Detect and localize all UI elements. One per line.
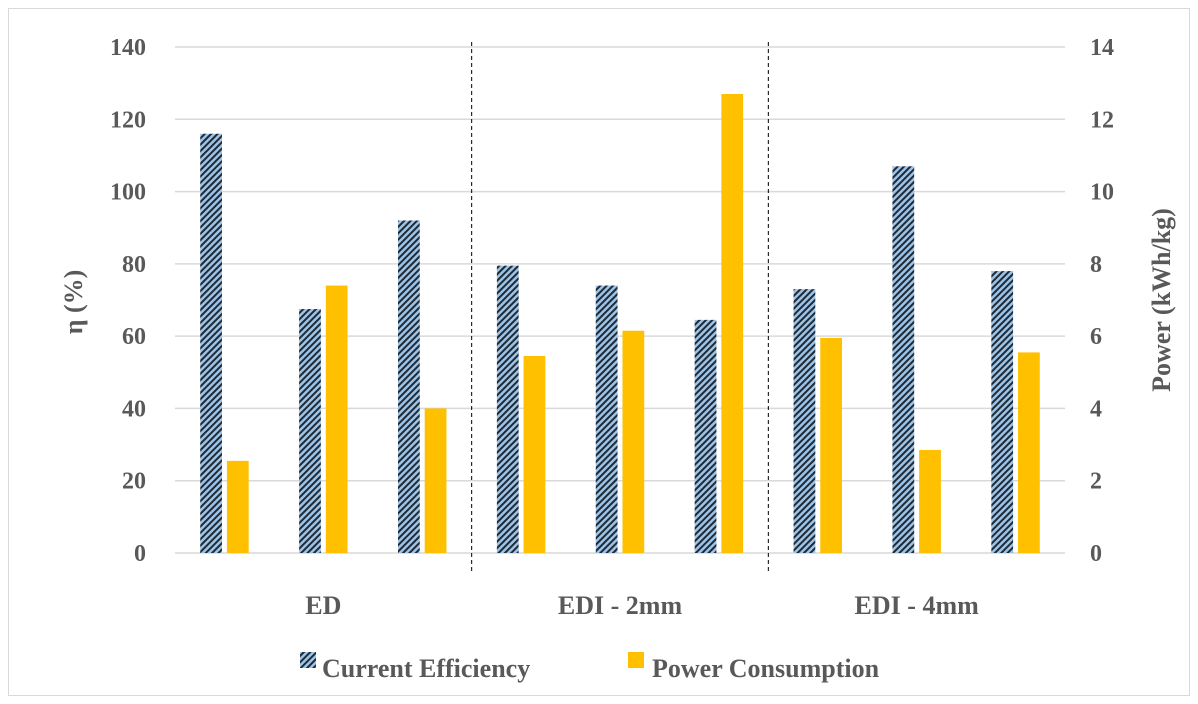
legend: Current Efficiency Power Consumption: [300, 652, 880, 683]
y-right-tick-label: 0: [1090, 541, 1102, 567]
bar-power-consumption: [919, 449, 941, 553]
y-left-tick-labels: 0 20 40 60 80 100 120 140: [110, 35, 146, 567]
y-left-tick-label: 80: [122, 252, 146, 278]
bar-current-efficiency: [299, 309, 321, 553]
bar-current-efficiency: [694, 319, 717, 553]
bar-current-efficiency: [793, 289, 816, 553]
y-left-tick-label: 140: [110, 35, 146, 61]
y-left-tick-label: 20: [122, 469, 146, 495]
x-category-labels: ED EDI - 2mm EDI - 4mm: [305, 591, 979, 620]
bar-current-efficiency: [595, 285, 618, 553]
y-left-tick-label: 100: [110, 180, 146, 206]
legend-swatch-power-consumption: [628, 652, 644, 668]
bars: [200, 93, 1040, 553]
x-category-label: EDI - 2mm: [558, 591, 683, 620]
bar-current-efficiency: [991, 271, 1014, 553]
bar-current-efficiency: [397, 220, 420, 553]
bar-power-consumption: [226, 460, 249, 553]
bar-power-consumption: [622, 330, 645, 553]
y-left-axis-title: η (%): [59, 270, 88, 335]
gridlines: [175, 46, 1065, 554]
x-category-label: EDI - 4mm: [855, 591, 980, 620]
bar-power-consumption: [424, 408, 447, 553]
y-left-tick-label: 120: [110, 107, 146, 133]
legend-swatch-current-efficiency: [300, 652, 316, 668]
y-right-tick-label: 12: [1090, 107, 1114, 133]
y-right-tick-label: 14: [1090, 35, 1114, 61]
bar-power-consumption: [325, 285, 348, 553]
y-right-tick-label: 2: [1090, 469, 1102, 495]
bar-power-consumption: [721, 93, 744, 553]
y-left-tick-label: 40: [122, 396, 146, 422]
group-separators: [471, 42, 769, 572]
bar-current-efficiency: [200, 133, 222, 553]
legend-label-power-consumption: Power Consumption: [652, 654, 880, 683]
bar-current-efficiency: [496, 265, 519, 553]
y-right-axis-title: Power (kWh/kg): [1147, 208, 1176, 392]
y-right-tick-label: 8: [1090, 252, 1102, 278]
y-right-tick-label: 10: [1090, 180, 1114, 206]
bar-power-consumption: [820, 337, 843, 553]
legend-label-current-efficiency: Current Efficiency: [322, 654, 530, 683]
y-right-tick-labels: 0 2 4 6 8 10 12 14: [1090, 35, 1114, 567]
bar-power-consumption: [523, 356, 546, 553]
y-left-tick-label: 60: [122, 324, 146, 350]
x-category-label: ED: [305, 591, 341, 620]
bar-current-efficiency: [892, 166, 915, 553]
y-left-tick-label: 0: [134, 541, 146, 567]
y-right-tick-label: 4: [1090, 396, 1102, 422]
bar-power-consumption: [1018, 352, 1040, 553]
y-right-tick-label: 6: [1090, 324, 1102, 350]
